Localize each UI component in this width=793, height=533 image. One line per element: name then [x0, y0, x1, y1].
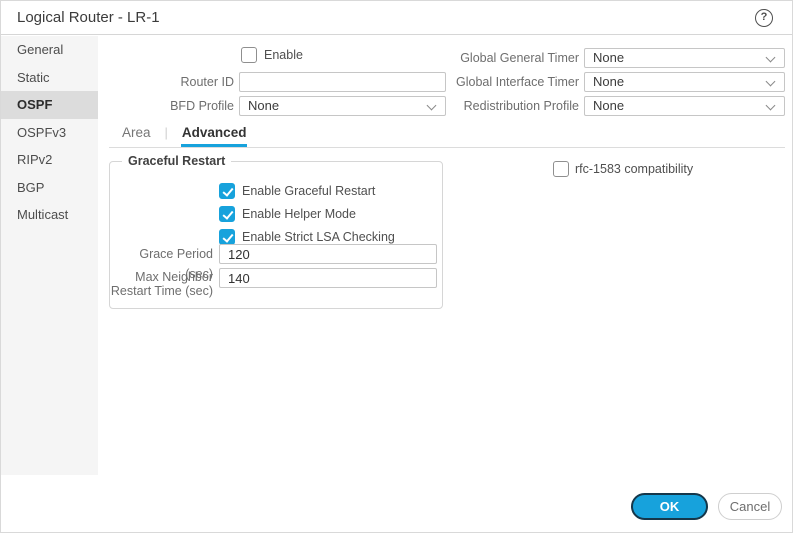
sidebar-item-bgp[interactable]: BGP: [17, 179, 45, 195]
grace-period-label: Grace Period (sec): [139, 247, 213, 281]
chevron-down-icon: [765, 76, 776, 87]
global-interface-timer-value: None: [593, 74, 625, 89]
enable-graceful-restart-checkbox[interactable]: [219, 183, 235, 199]
tab-separator: |: [164, 125, 168, 140]
rfc-1583-compatibility-checkbox[interactable]: [553, 161, 569, 177]
enable-strict-lsa-checking-label: Enable Strict LSA Checking: [242, 230, 395, 244]
chevron-down-icon: [765, 100, 776, 111]
global-general-timer-value: None: [593, 50, 625, 65]
rfc-1583-compatibility-label: rfc-1583 compatibility: [575, 162, 694, 176]
redistribution-profile-label: Redistribution Profile: [463, 99, 579, 113]
bfd-profile-dropdown[interactable]: None: [239, 96, 446, 116]
graceful-restart-legend: Graceful Restart: [122, 154, 232, 169]
enable-strict-lsa-checking-checkbox[interactable]: [219, 229, 235, 245]
dialog-title: Logical Router - LR-1: [17, 9, 160, 26]
sidebar-item-general[interactable]: General: [17, 42, 64, 58]
help-icon[interactable]: ?: [755, 9, 773, 27]
bfd-profile-label: BFD Profile: [170, 99, 234, 113]
sidebar-item-multicast[interactable]: Multicast: [17, 207, 69, 223]
enable-checkbox[interactable]: [241, 47, 257, 63]
global-general-timer-label: Global General Timer: [460, 51, 579, 65]
redistribution-profile-dropdown[interactable]: None: [584, 96, 785, 116]
router-id-label: Router ID: [180, 75, 235, 89]
sidebar-item-ospf[interactable]: OSPF: [1, 91, 98, 119]
bfd-profile-value: None: [248, 98, 280, 113]
global-interface-timer-label: Global Interface Timer: [456, 75, 579, 89]
max-neighbor-restart-time-input[interactable]: [219, 268, 437, 288]
grace-period-input[interactable]: [219, 244, 437, 264]
tab-area[interactable]: Area: [122, 125, 151, 140]
cancel-button[interactable]: Cancel: [718, 493, 782, 520]
tab-strip: Area | Advanced: [109, 122, 785, 148]
sidebar: General Static OSPF OSPFv3 RIPv2 BGP Mul…: [1, 36, 98, 475]
sidebar-item-ripv2[interactable]: RIPv2: [17, 152, 53, 168]
chevron-down-icon: [765, 52, 776, 63]
ok-button[interactable]: OK: [631, 493, 708, 520]
global-general-timer-dropdown[interactable]: None: [584, 48, 785, 68]
sidebar-item-static[interactable]: Static: [17, 69, 50, 85]
enable-helper-mode-checkbox[interactable]: [219, 206, 235, 222]
enable-graceful-restart-label: Enable Graceful Restart: [242, 184, 376, 198]
graceful-restart-group: Graceful Restart: [109, 154, 443, 309]
sidebar-item-ospfv3[interactable]: OSPFv3: [17, 124, 67, 140]
redistribution-profile-value: None: [593, 98, 625, 113]
global-interface-timer-dropdown[interactable]: None: [584, 72, 785, 92]
enable-label: Enable: [264, 48, 303, 62]
tab-advanced[interactable]: Advanced: [180, 122, 248, 147]
max-neighbor-restart-time-label: Max Neighbor Restart Time (sec): [110, 270, 213, 298]
enable-helper-mode-label: Enable Helper Mode: [242, 207, 356, 221]
router-id-input[interactable]: [239, 72, 446, 92]
dialog-header: Logical Router - LR-1 ?: [1, 1, 792, 35]
